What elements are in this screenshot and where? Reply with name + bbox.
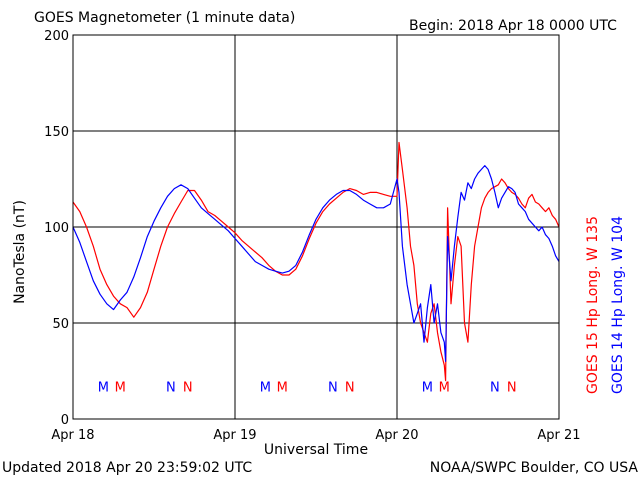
- marker-label: N: [507, 380, 517, 395]
- goes15-line: [72, 141, 560, 382]
- marker-label: M: [422, 380, 433, 395]
- legend-goes15: GOES 15 Hp Long. W 135: [585, 216, 601, 394]
- grid: [73, 35, 559, 419]
- y-tick-label: 200: [44, 29, 69, 44]
- x-tick-label: Apr 20: [375, 428, 418, 443]
- x-tick-labels: Apr 18 Apr 19 Apr 20 Apr 21: [51, 428, 580, 443]
- plot-frame: [72, 34, 560, 420]
- goes14-line: [72, 165, 560, 362]
- x-tick-label: Apr 21: [537, 428, 580, 443]
- marker-label: M: [439, 380, 450, 395]
- y-tick-label: 50: [52, 317, 69, 332]
- y-tick-label: 0: [61, 413, 69, 428]
- x-tick-label: Apr 18: [51, 428, 94, 443]
- y-axis-label: NanoTesla (nT): [12, 200, 28, 304]
- marker-label: N: [328, 380, 338, 395]
- x-tick-label: Apr 19: [213, 428, 256, 443]
- y-tick-label: 100: [44, 221, 69, 236]
- marker-label: M: [98, 380, 109, 395]
- x-axis-label: Universal Time: [264, 442, 368, 458]
- marker-label: M: [260, 380, 271, 395]
- marker-label: M: [115, 380, 126, 395]
- y-tick-labels: 0 50 100 150 200: [44, 29, 69, 428]
- y-tick-label: 150: [44, 125, 69, 140]
- marker-label: N: [166, 380, 176, 395]
- updated-label: Updated 2018 Apr 20 23:59:02 UTC: [2, 460, 252, 476]
- marker-label: N: [345, 380, 355, 395]
- marker-label: N: [183, 380, 193, 395]
- marker-label: N: [490, 380, 500, 395]
- series-lines: [72, 141, 560, 382]
- legend-goes14: GOES 14 Hp Long. W 104: [610, 216, 626, 394]
- marker-label: M: [277, 380, 288, 395]
- credit-label: NOAA/SWPC Boulder, CO USA: [430, 460, 639, 476]
- chart-title: GOES Magnetometer (1 minute data): [34, 10, 295, 26]
- begin-label: Begin: 2018 Apr 18 0000 UTC: [409, 18, 617, 34]
